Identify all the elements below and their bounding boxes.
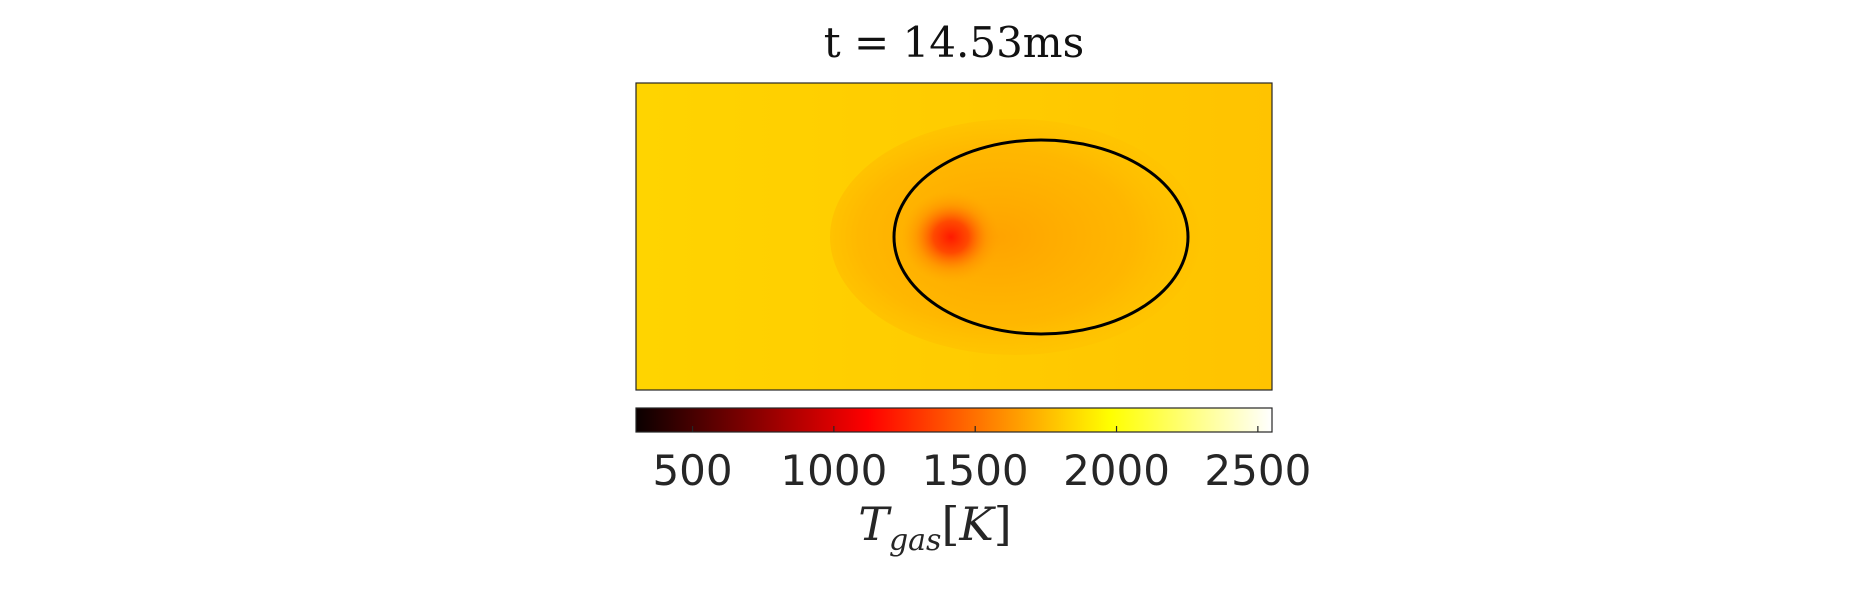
interface-contour bbox=[892, 138, 1190, 336]
colorbar-gradient bbox=[636, 408, 1272, 432]
colorbar-frame bbox=[635, 407, 1273, 433]
colorbar-tick-label: 2500 bbox=[1204, 446, 1311, 495]
colorbar-tick-label: 2000 bbox=[1063, 446, 1170, 495]
plot-frame bbox=[635, 82, 1273, 391]
colorbar-label-close: ] bbox=[994, 497, 1012, 551]
colorbar-tick-label: 1500 bbox=[922, 446, 1029, 495]
colorbar-tick-label: 1000 bbox=[780, 446, 887, 495]
colorbar-label-main: T bbox=[858, 497, 892, 551]
colorbar-label-sub: gas bbox=[889, 523, 942, 558]
colorbar-ticks bbox=[691, 426, 1259, 432]
chart-title: t = 14.53ms bbox=[824, 18, 1084, 67]
colorbar-label: Tgas[K] bbox=[858, 497, 1011, 558]
hot-spot bbox=[901, 191, 1001, 283]
colorbar-tick-labels: 500 1000 1500 2000 2500 bbox=[652, 446, 1311, 495]
droplet-region bbox=[830, 119, 1200, 355]
heatmap-field bbox=[636, 83, 1272, 390]
colorbar-label-unit: K bbox=[958, 497, 996, 551]
colorbar: 500 1000 1500 2000 2500 bbox=[635, 407, 1311, 495]
colorbar-label-open: [ bbox=[941, 497, 959, 551]
colorbar-tick-label: 500 bbox=[652, 446, 732, 495]
